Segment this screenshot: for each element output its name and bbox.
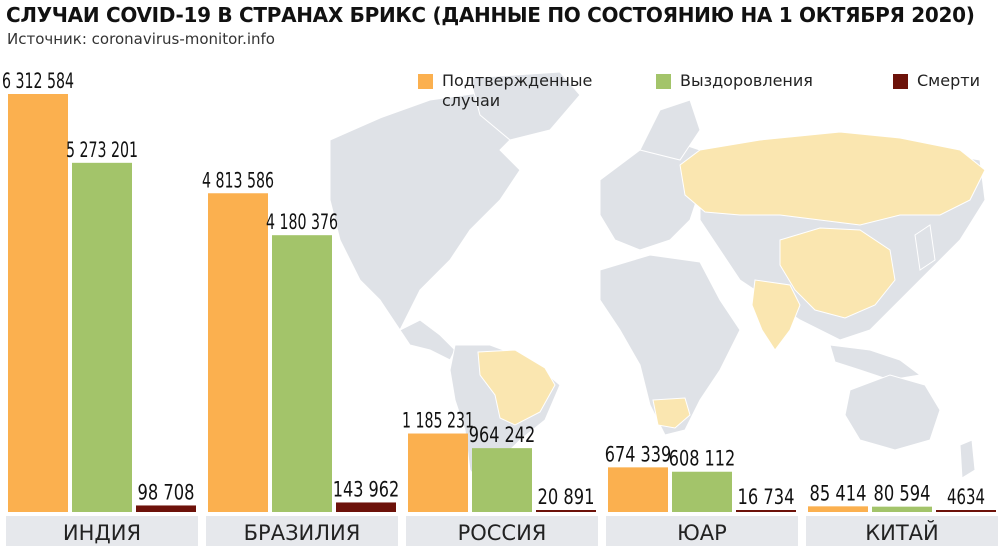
bar-south-africa-recovered (672, 471, 732, 512)
value-label-china-recovered: 80 594 (874, 482, 931, 506)
map-greenland (469, 71, 581, 141)
bar-russia-confirmed (408, 433, 468, 512)
map-brazil (477, 349, 556, 426)
value-label-china-deaths: 4634 (947, 485, 985, 509)
value-label-south-africa-confirmed: 674 339 (605, 442, 672, 466)
value-label-brazil-deaths: 143 962 (333, 477, 400, 501)
category-label-india: ИНДИЯ (63, 521, 141, 545)
map-africa (599, 254, 741, 436)
chart-source: Источник: coronavirus-monitor.info (7, 30, 275, 48)
legend-swatch-recovered (656, 74, 671, 89)
value-label-china-confirmed: 85 414 (810, 481, 867, 505)
bar-brazil-deaths (336, 502, 396, 512)
map-india (751, 279, 801, 351)
value-label-russia-deaths: 20 891 (538, 485, 595, 509)
category-band-russia (406, 516, 598, 546)
value-label-russia-recovered: 964 242 (469, 423, 536, 447)
chart-title: СЛУЧАИ COVID-19 В СТРАНАХ БРИКС (ДАННЫЕ … (6, 3, 975, 27)
value-label-india-recovered: 5 273 201 (66, 138, 138, 162)
world-map-background (329, 71, 986, 491)
value-label-india-deaths: 98 708 (138, 480, 195, 504)
legend-label-recovered: Выздоровления (680, 71, 813, 90)
bar-russia-deaths (536, 510, 596, 512)
bar-china-recovered (872, 506, 932, 512)
legend-swatch-confirmed (418, 74, 433, 89)
map-south-africa (652, 397, 691, 429)
map-southeast-asia (829, 344, 922, 381)
value-label-india-confirmed: 6 312 584 (2, 69, 74, 93)
category-band-south-africa (606, 516, 798, 546)
bar-china-deaths (936, 510, 996, 512)
bar-brazil-recovered (272, 235, 332, 512)
bar-india-recovered (72, 162, 132, 512)
legend-swatch-deaths (893, 74, 908, 89)
value-label-brazil-recovered: 4 180 376 (266, 210, 338, 234)
value-label-south-africa-recovered: 608 112 (669, 447, 736, 471)
category-band-china (806, 516, 998, 546)
map-china (779, 227, 896, 319)
category-band-brazil (206, 516, 398, 546)
bar-south-africa-confirmed (608, 467, 668, 512)
category-band-india (6, 516, 198, 546)
map-russia (679, 131, 986, 226)
value-label-brazil-confirmed: 4 813 586 (202, 168, 274, 192)
bar-brazil-confirmed (208, 193, 268, 512)
bar-india-deaths (136, 505, 196, 512)
bar-china-confirmed (808, 506, 868, 512)
value-label-russia-confirmed: 1 185 231 (402, 409, 474, 433)
bar-russia-recovered (472, 448, 532, 512)
map-central-america (399, 319, 456, 361)
legend-label-deaths: Смерти (917, 71, 980, 90)
category-label-china: КИТАЙ (865, 520, 939, 545)
map-scandinavia (639, 99, 701, 161)
bar-india-confirmed (8, 94, 68, 512)
legend-label-confirmed: Подтвержденные случаи (442, 71, 593, 110)
map-australia (844, 374, 941, 451)
category-label-russia: РОССИЯ (458, 521, 547, 545)
category-label-brazil: БРАЗИЛИЯ (244, 521, 361, 545)
map-new-zealand (959, 439, 976, 479)
bar-south-africa-deaths (736, 510, 796, 512)
map-japan (914, 224, 936, 271)
category-label-south-africa: ЮАР (677, 521, 727, 545)
value-label-south-africa-deaths: 16 734 (738, 485, 795, 509)
